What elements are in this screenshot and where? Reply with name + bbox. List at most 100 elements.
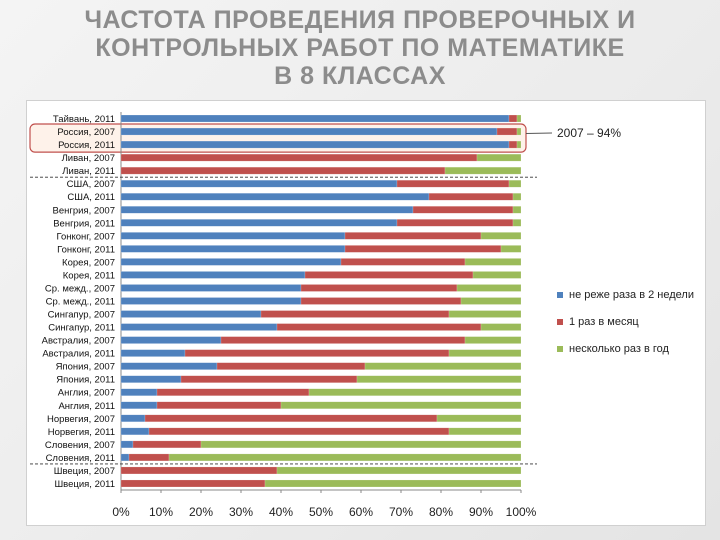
category-label: США, 2007 [67, 179, 115, 190]
bar-segment-series-3 [480, 232, 522, 240]
bar-segment-series-3 [436, 414, 522, 423]
bar-segment-series-3 [472, 271, 522, 279]
bar-segment-series-2 [120, 466, 278, 475]
category-label: Словения, 2007 [45, 440, 115, 451]
bar-segment-series-3 [280, 401, 522, 410]
title-line-2: КОНТРОЛЬНЫХ РАБОТ ПО МАТЕМАТИКЕ [95, 34, 625, 62]
legend-item: не реже раза в 2 недели [557, 288, 694, 302]
bar-segment-series-3 [480, 323, 522, 331]
bar-segment-series-3 [308, 388, 522, 396]
bar-segment-series-1 [120, 219, 398, 227]
bar-segment-series-1 [120, 401, 158, 410]
category-label: Ливан, 2011 [62, 166, 115, 177]
bar-segment-series-3 [500, 245, 522, 253]
bar-segment-series-1 [120, 310, 262, 318]
bar-segment-series-2 [260, 310, 450, 318]
bar-segment-series-2 [508, 140, 518, 149]
category-label: Тайвань, 2011 [53, 114, 115, 125]
category-label: Сингапур, 2011 [48, 323, 115, 334]
bar-segment-series-2 [396, 179, 510, 188]
bar-segment-series-1 [120, 140, 510, 149]
category-label: Корея, 2007 [62, 257, 115, 268]
bar-segment-series-3 [512, 206, 522, 214]
category-label: Норвегия, 2007 [47, 414, 115, 425]
x-tick-label: 50% [309, 505, 333, 519]
slide-title: ЧАСТОТА ПРОВЕДЕНИЯ ПРОВЕРОЧНЫХ И КОНТРОЛ… [0, 6, 720, 90]
bar-segment-series-2 [128, 453, 170, 462]
legend-label: 1 раз в месяц [569, 316, 639, 328]
bar-segment-series-1 [120, 127, 498, 136]
bar-segment-series-3 [512, 219, 522, 227]
x-tick-label: 10% [149, 505, 173, 519]
bar-segment-series-1 [120, 297, 302, 305]
category-label: Япония, 2011 [56, 375, 115, 386]
bar-segment-series-2 [184, 349, 450, 357]
bar-segment-series-2 [412, 206, 514, 214]
bar-segment-series-2 [300, 297, 462, 305]
bar-segment-series-1 [120, 362, 218, 370]
bar-segment-series-3 [276, 466, 522, 475]
bar-segment-series-2 [276, 323, 482, 331]
x-tick-label: 90% [469, 505, 493, 519]
category-label: Норвегия, 2011 [48, 427, 115, 438]
bar-segment-series-2 [340, 258, 466, 266]
bar-segment-series-3 [512, 192, 522, 201]
bar-segment-series-3 [516, 140, 522, 149]
x-tick-label: 0% [112, 505, 130, 519]
bar-segment-series-2 [344, 232, 482, 240]
category-label: Австралия, 2007 [42, 336, 115, 347]
bar-segment-series-3 [456, 284, 522, 292]
category-label: Россия, 2007 [57, 127, 115, 138]
legend-swatch-blue [557, 292, 563, 298]
bar-segment-series-1 [120, 414, 146, 423]
x-tick-label: 30% [229, 505, 253, 519]
category-label: Гонконг, 2007 [56, 231, 115, 242]
bar-segment-series-2 [344, 245, 502, 253]
bar-segment-series-3 [444, 166, 522, 175]
bar-segment-series-1 [120, 206, 414, 214]
bar-segment-series-1 [120, 114, 510, 123]
x-tick-label: 80% [429, 505, 453, 519]
bar-segment-series-3 [448, 310, 522, 318]
bar-segment-series-2 [180, 375, 358, 383]
x-tick-label: 70% [389, 505, 413, 519]
category-label: Австралия, 2011 [42, 349, 115, 360]
bar-segment-series-1 [120, 427, 150, 436]
bar-segment-series-3 [464, 258, 522, 266]
bar-segment-series-1 [120, 271, 306, 279]
bar-segment-series-2 [220, 336, 466, 344]
category-label: Англия, 2011 [58, 401, 115, 412]
russia-2007-callout: 2007 – 94% [557, 126, 622, 140]
bar-segment-series-1 [120, 336, 222, 344]
bar-segment-series-3 [448, 349, 522, 357]
chart-legend: не реже раза в 2 недели 1 раз в месяц не… [557, 288, 694, 369]
bar-segment-series-1 [120, 284, 302, 292]
bar-segment-series-1 [120, 323, 278, 331]
category-label: США, 2011 [67, 192, 115, 203]
category-label: Россия, 2011 [58, 140, 115, 151]
bar-segment-series-3 [168, 453, 522, 462]
bar-segment-series-2 [508, 114, 518, 123]
bar-segment-series-3 [476, 153, 522, 162]
bar-segment-series-1 [120, 388, 158, 396]
bar-segment-series-1 [120, 349, 186, 357]
x-tick-label: 20% [189, 505, 213, 519]
category-label: Словения, 2011 [46, 453, 115, 464]
bar-segment-series-2 [396, 219, 514, 227]
category-label: Япония, 2007 [56, 362, 115, 373]
x-tick-label: 60% [349, 505, 373, 519]
bar-segment-series-3 [460, 297, 522, 305]
bar-segment-series-2 [304, 271, 474, 279]
bar-segment-series-3 [356, 375, 522, 383]
bar-segment-series-3 [264, 479, 522, 488]
x-tick-label: 100% [506, 505, 537, 519]
bar-segment-series-1 [120, 245, 346, 253]
bar-segment-series-2 [300, 284, 458, 292]
bar-segment-series-3 [364, 362, 522, 370]
bar-segment-series-1 [120, 440, 134, 449]
category-label: Англия, 2007 [58, 388, 115, 399]
bar-segment-series-1 [120, 258, 342, 266]
title-line-1: ЧАСТОТА ПРОВЕДЕНИЯ ПРОВЕРОЧНЫХ И [84, 6, 636, 34]
bar-segment-series-2 [120, 153, 478, 162]
bar-segment-series-2 [120, 479, 266, 488]
